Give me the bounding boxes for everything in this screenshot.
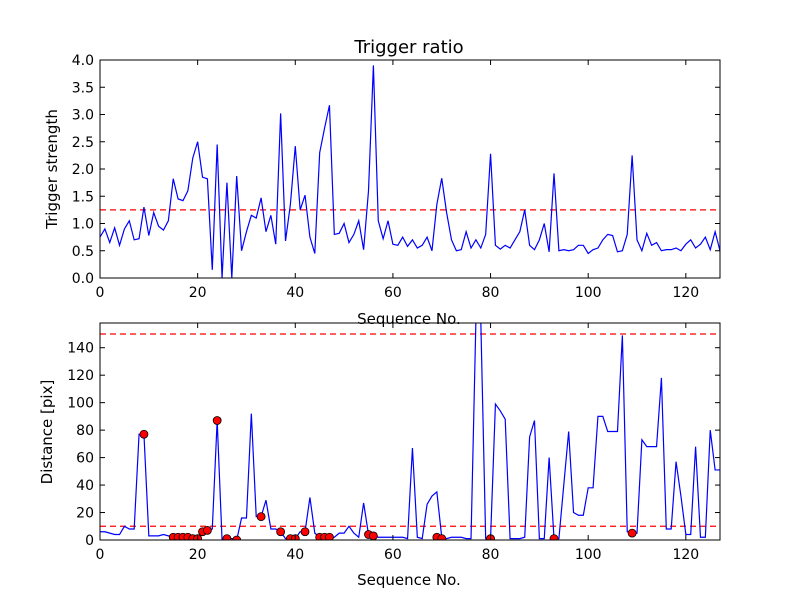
y-tick-label: 20 (76, 506, 94, 522)
y-tick-label: 80 (76, 423, 94, 439)
x-tick-label: 80 (482, 285, 500, 301)
y-tick-label: 1.5 (72, 189, 94, 205)
data-point (212, 416, 222, 425)
y-tick-label: 140 (67, 341, 94, 357)
y-tick-label: 2.0 (72, 162, 94, 178)
y-tick-label: 1.0 (72, 217, 94, 233)
x-tick-label: 100 (575, 547, 602, 563)
plot-content (100, 65, 720, 278)
data-point (325, 532, 334, 540)
plot-area: 0 20 40 60 80 100 120 0.0 0.5 1.0 1.5 2.0 2.5 3.0 3.5 4… (72, 53, 721, 301)
axes-frame (99, 322, 721, 541)
trigger-ratio-chart: Trigger ratio Trigger strength Sequence … (43, 37, 721, 328)
y-tick-label: 100 (67, 396, 94, 412)
series-line (100, 65, 720, 278)
y-axis-label: Distance [pix] (38, 380, 56, 485)
x-tick-label: 60 (384, 285, 402, 301)
x-tick-label: 40 (286, 547, 304, 563)
y-tick-label: 60 (76, 451, 94, 467)
data-point (300, 527, 310, 537)
x-tick-label: 120 (672, 285, 699, 301)
plot-content (100, 323, 720, 540)
data-point (139, 429, 149, 439)
x-tick-label: 100 (575, 285, 602, 301)
x-tick-label: 20 (189, 285, 207, 301)
plot-area: 0 20 40 60 80 100 120 0 20 40 60 80 100 120 140 (67, 322, 721, 563)
y-tick-label: 2.5 (72, 135, 94, 151)
data-point (222, 534, 232, 540)
x-tick-label: 120 (672, 547, 699, 563)
x-tick-label: 20 (189, 547, 207, 563)
chart-title: Trigger ratio (353, 37, 463, 58)
x-axis-label: Sequence No. (357, 310, 461, 328)
data-point (256, 512, 266, 522)
y-tick-label: 40 (76, 478, 94, 494)
y-tick-label: 3.5 (72, 80, 94, 96)
data-point (549, 534, 559, 540)
distance-chart: Distance [pix] Sequence No. 0 20 40 60 80 100… (38, 322, 721, 589)
y-tick-label: 4.0 (72, 53, 94, 69)
data-point (232, 535, 242, 540)
data-point (368, 531, 378, 540)
y-tick-label: 120 (67, 368, 94, 384)
data-point (203, 525, 212, 535)
data-point (437, 534, 447, 540)
x-tick-label: 80 (482, 547, 500, 563)
y-tick-label: 0.5 (72, 244, 94, 260)
x-axis-label: Sequence No. (357, 571, 461, 589)
data-point (627, 528, 637, 538)
y-tick-label: 3.0 (72, 108, 94, 124)
data-point (276, 527, 286, 537)
x-tick-label: 0 (96, 285, 105, 301)
y-axis-label: Trigger strength (43, 109, 61, 230)
y-tick-label: 0.0 (72, 271, 94, 287)
x-tick-label: 40 (286, 285, 304, 301)
y-tick-label: 0 (85, 533, 94, 549)
x-tick-label: 60 (384, 547, 402, 563)
x-tick-label: 0 (96, 547, 105, 563)
